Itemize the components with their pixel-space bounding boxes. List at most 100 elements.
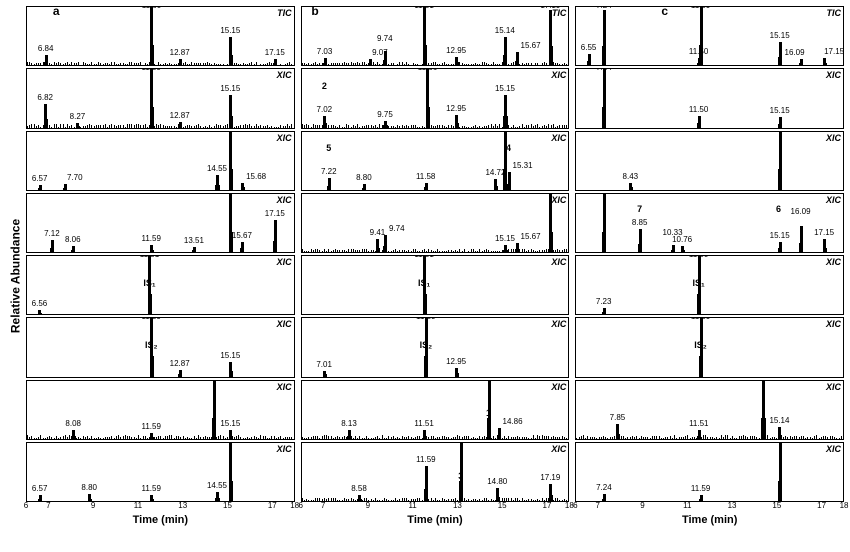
x-axis-ticks: 6791113151718: [301, 502, 570, 512]
chromatogram-peak: [489, 381, 490, 439]
chromatogram-peak: [194, 247, 195, 252]
trace-type-label: XIC: [551, 319, 566, 329]
chromatogram-peak: [230, 37, 231, 65]
chromatogram-peak: [52, 240, 53, 252]
chromatogram-peak: [359, 495, 360, 501]
chromatogram-peak: [780, 443, 781, 501]
chromatogram-peak: [780, 117, 781, 127]
x-axis-label: Time (min): [26, 512, 295, 526]
peak-time-label: 8.27: [70, 113, 86, 121]
chromatogram-panel: 0100XIC547.228.8011.5814.7215.1315.31: [301, 131, 570, 191]
chromatogram-peak: [424, 256, 425, 314]
peak-time-label: 11.59: [142, 235, 161, 243]
peak-time-label: 15.15: [220, 131, 240, 135]
chromatogram-peak: [604, 10, 605, 65]
peak-time-label: 11.59: [416, 456, 435, 464]
peak-time-label: 15.67: [521, 42, 541, 50]
chromatogram-peak: [499, 428, 500, 438]
chromatogram-peak: [456, 57, 457, 66]
x-tick-label: 9: [366, 502, 370, 510]
compound-label: 5: [326, 143, 331, 153]
peak-time-label: 6.56: [32, 300, 48, 308]
peak-time-label: 15.67: [521, 233, 541, 241]
trace-type-label: XIC: [277, 195, 292, 205]
peak-time-label: 15.15: [770, 32, 790, 40]
peak-time-label: 8.06: [65, 236, 81, 244]
chromatogram-panel: 0100XIC38.5811.5913.1614.8017.19: [301, 442, 570, 502]
peak-time-label: 11.59: [691, 485, 710, 493]
chromatogram-peak: [230, 430, 231, 439]
trace-type-label: XIC: [277, 444, 292, 454]
x-tick-label: 13: [728, 502, 737, 510]
peak-time-label: 6.55: [581, 44, 597, 52]
chromatogram-peak: [230, 95, 231, 127]
peak-time-label: 11.59: [142, 485, 161, 493]
chromatogram-peak: [149, 256, 150, 314]
peak-time-label: 7.85: [610, 414, 626, 422]
chromatogram-peak: [45, 104, 46, 127]
peak-time-label: 15.15: [495, 85, 515, 93]
compound-label: 6: [776, 204, 781, 214]
peak-time-label: 11.59: [691, 317, 710, 321]
peak-time-label: 17.15: [824, 48, 844, 56]
peak-time-label: 14.86: [503, 418, 523, 426]
peak-time-label: 7.12: [44, 230, 60, 238]
chromatogram-peak: [275, 59, 276, 65]
peak-time-label: 7.01: [316, 361, 332, 369]
peak-time-label: 14.41: [479, 380, 499, 384]
trace-type-label: XIC: [826, 195, 841, 205]
peak-time-label: 17.15: [265, 210, 285, 218]
chromatogram-peak: [495, 179, 496, 189]
chromatogram-peak: [763, 381, 764, 439]
peak-time-label: 15.14: [220, 193, 240, 197]
chromatogram-peak: [550, 10, 551, 65]
peak-time-label: 8.80: [356, 174, 372, 182]
chromatogram-peak: [364, 184, 365, 190]
x-tick-label: 11: [408, 502, 416, 510]
peak-time-label: 7.70: [67, 174, 83, 182]
trace-type-label: XIC: [277, 257, 292, 267]
trace-type-label: TIC: [827, 8, 842, 18]
x-tick-label: 6: [573, 502, 577, 510]
chromatogram-peak: [324, 371, 325, 377]
x-tick-label: 17: [543, 502, 552, 510]
peak-time-label: 14.41: [204, 380, 224, 384]
peak-time-label: 15.15: [220, 85, 240, 93]
peak-time-label: 8.08: [65, 420, 81, 428]
chromatogram-panel: 0100TIC6.557.2411.5011.5915.1516.0917.15: [575, 6, 844, 66]
peak-time-label: 11.66: [418, 68, 437, 72]
baseline-noise: [302, 124, 569, 128]
peak-time-label: 6.57: [32, 175, 48, 183]
x-tick-label: 13: [178, 502, 187, 510]
chromatogram-peak: [230, 362, 231, 377]
chromatogram-peak: [77, 123, 78, 128]
trace-type-label: XIC: [826, 70, 841, 80]
peak-time-label: 12.87: [170, 360, 190, 368]
trace-type-label: XIC: [551, 133, 566, 143]
compound-label: 4: [506, 143, 511, 153]
chromatogram-peak: [456, 115, 457, 128]
x-tick-label: 15: [498, 502, 507, 510]
x-tick-label: 9: [640, 502, 644, 510]
chromatogram-peak: [517, 52, 518, 65]
chromatogram-panel: 0100XIC9.419.7415.1515.6717.19: [301, 193, 570, 253]
chromatogram-peak: [780, 42, 781, 65]
x-tick-label: 9: [91, 502, 95, 510]
chromatogram-peak: [550, 194, 551, 252]
chromatogram-peak: [73, 246, 74, 252]
peak-time-label: 14.40: [753, 380, 773, 384]
chromatogram-peak: [275, 220, 276, 252]
peak-time-label: 9.75: [377, 111, 393, 119]
chromatogram-peak: [604, 494, 605, 501]
peak-time-label: 17.19: [540, 474, 560, 482]
chromatogram-peak: [509, 172, 510, 189]
peak-time-label: 15.15: [220, 442, 240, 446]
trace-type-label: XIC: [277, 319, 292, 329]
chromatogram-peak: [151, 245, 152, 252]
chromatogram-peak: [699, 430, 700, 439]
x-axis-label: Time (min): [301, 512, 570, 526]
peak-time-label: 17.19: [540, 6, 560, 10]
chromatogram-peak: [461, 443, 462, 501]
chromatogram-peak: [151, 433, 152, 439]
chromatogram-peak: [780, 242, 781, 252]
